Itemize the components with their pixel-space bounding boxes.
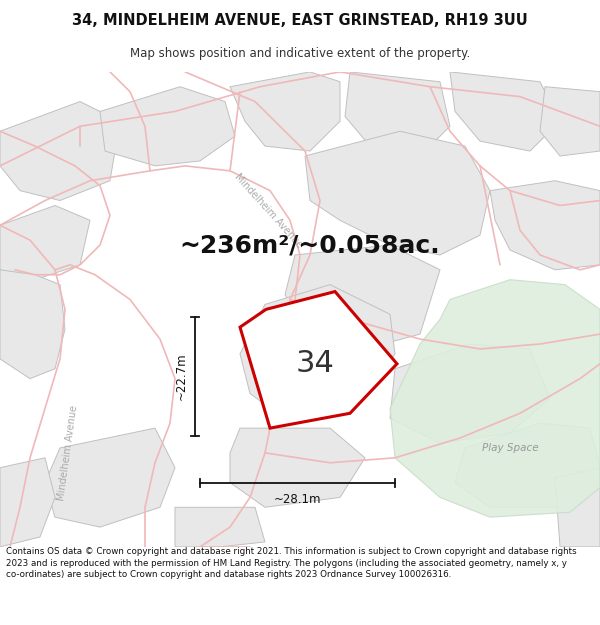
Text: Mindelheim Avenue: Mindelheim Avenue [56, 404, 80, 501]
Polygon shape [455, 423, 600, 508]
Polygon shape [240, 284, 395, 423]
Polygon shape [0, 206, 90, 280]
Text: 34, MINDELHEIM AVENUE, EAST GRINSTEAD, RH19 3UU: 34, MINDELHEIM AVENUE, EAST GRINSTEAD, R… [72, 12, 528, 28]
Text: Map shows position and indicative extent of the property.: Map shows position and indicative extent… [130, 48, 470, 61]
Text: Mindelheim Avenue: Mindelheim Avenue [232, 171, 304, 249]
Text: Play Space: Play Space [482, 443, 538, 453]
Polygon shape [240, 291, 397, 428]
Text: Contains OS data © Crown copyright and database right 2021. This information is : Contains OS data © Crown copyright and d… [6, 547, 577, 579]
Polygon shape [490, 181, 600, 270]
Polygon shape [0, 101, 120, 201]
Text: ~22.7m: ~22.7m [175, 353, 187, 401]
Polygon shape [285, 245, 440, 349]
Polygon shape [305, 131, 490, 255]
Polygon shape [0, 458, 55, 547]
Text: ~236m²/~0.058ac.: ~236m²/~0.058ac. [179, 233, 440, 257]
Polygon shape [230, 72, 340, 151]
Polygon shape [345, 72, 450, 156]
Polygon shape [0, 270, 65, 379]
Polygon shape [175, 508, 265, 547]
Polygon shape [555, 468, 600, 547]
Text: 34: 34 [296, 349, 334, 378]
Polygon shape [540, 87, 600, 156]
Polygon shape [450, 72, 560, 151]
Polygon shape [230, 428, 365, 508]
Polygon shape [45, 428, 175, 527]
Polygon shape [390, 344, 550, 443]
Text: ~28.1m: ~28.1m [274, 493, 321, 506]
Polygon shape [390, 280, 600, 518]
Polygon shape [100, 87, 235, 166]
